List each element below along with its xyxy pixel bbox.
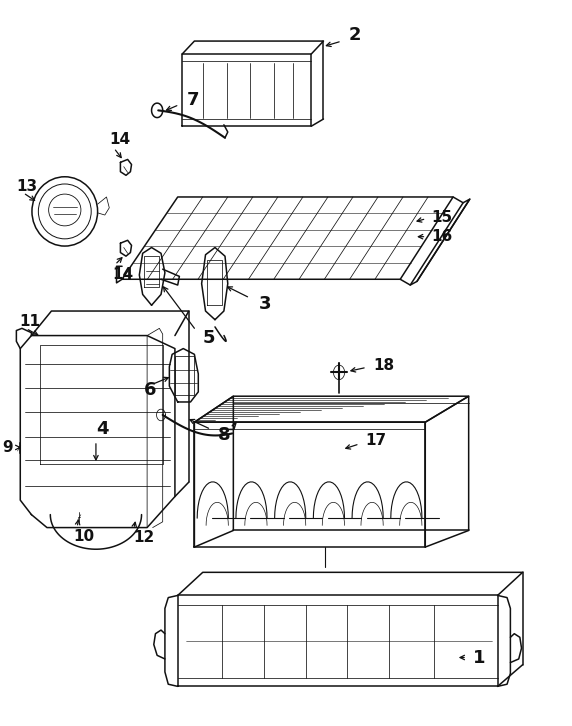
Text: 17: 17 [365, 433, 386, 448]
Text: 11: 11 [19, 314, 40, 329]
Text: 12: 12 [133, 530, 154, 545]
Text: 7: 7 [187, 91, 200, 109]
Text: 14: 14 [109, 131, 130, 147]
Text: 10: 10 [74, 529, 95, 544]
Text: 6: 6 [144, 381, 157, 399]
Text: 5: 5 [202, 329, 215, 347]
Text: 13: 13 [16, 179, 37, 194]
Text: 8: 8 [219, 426, 231, 444]
Text: 14: 14 [113, 267, 134, 282]
Text: 9: 9 [2, 440, 13, 455]
Text: 2: 2 [349, 26, 362, 44]
Text: 16: 16 [431, 229, 452, 244]
Text: 18: 18 [374, 359, 395, 373]
Text: 1: 1 [472, 648, 485, 666]
Text: 3: 3 [259, 295, 271, 313]
Text: 15: 15 [431, 210, 452, 224]
Text: 4: 4 [96, 420, 109, 439]
